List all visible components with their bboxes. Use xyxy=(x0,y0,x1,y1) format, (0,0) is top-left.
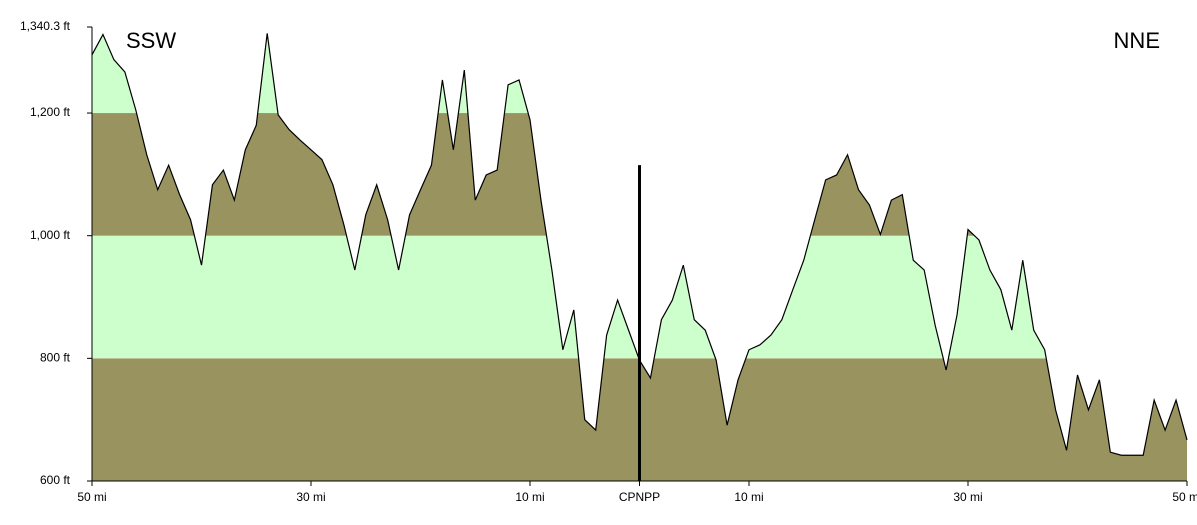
y-tick-label: 800 ft xyxy=(40,351,71,365)
direction-left: SSW xyxy=(126,28,176,53)
x-tick-label: 30 mi xyxy=(953,490,982,504)
y-tick-label: 1,000 ft xyxy=(30,228,71,242)
x-tick-label: 10 mi xyxy=(515,490,544,504)
x-tick-label: 30 mi xyxy=(296,490,325,504)
x-tick-label: CPNPP xyxy=(619,490,660,504)
x-tick-label: 50 mi xyxy=(1172,490,1197,504)
y-tick-label: 600 ft xyxy=(40,473,71,487)
direction-right: NNE xyxy=(1114,28,1160,53)
x-tick-label: 10 mi xyxy=(734,490,763,504)
y-tick-label: 1,200 ft xyxy=(30,105,71,119)
x-tick-label: 50 mi xyxy=(77,490,106,504)
y-tick-label: 1,340.3 ft xyxy=(20,19,71,33)
elevation-band xyxy=(92,33,1187,114)
